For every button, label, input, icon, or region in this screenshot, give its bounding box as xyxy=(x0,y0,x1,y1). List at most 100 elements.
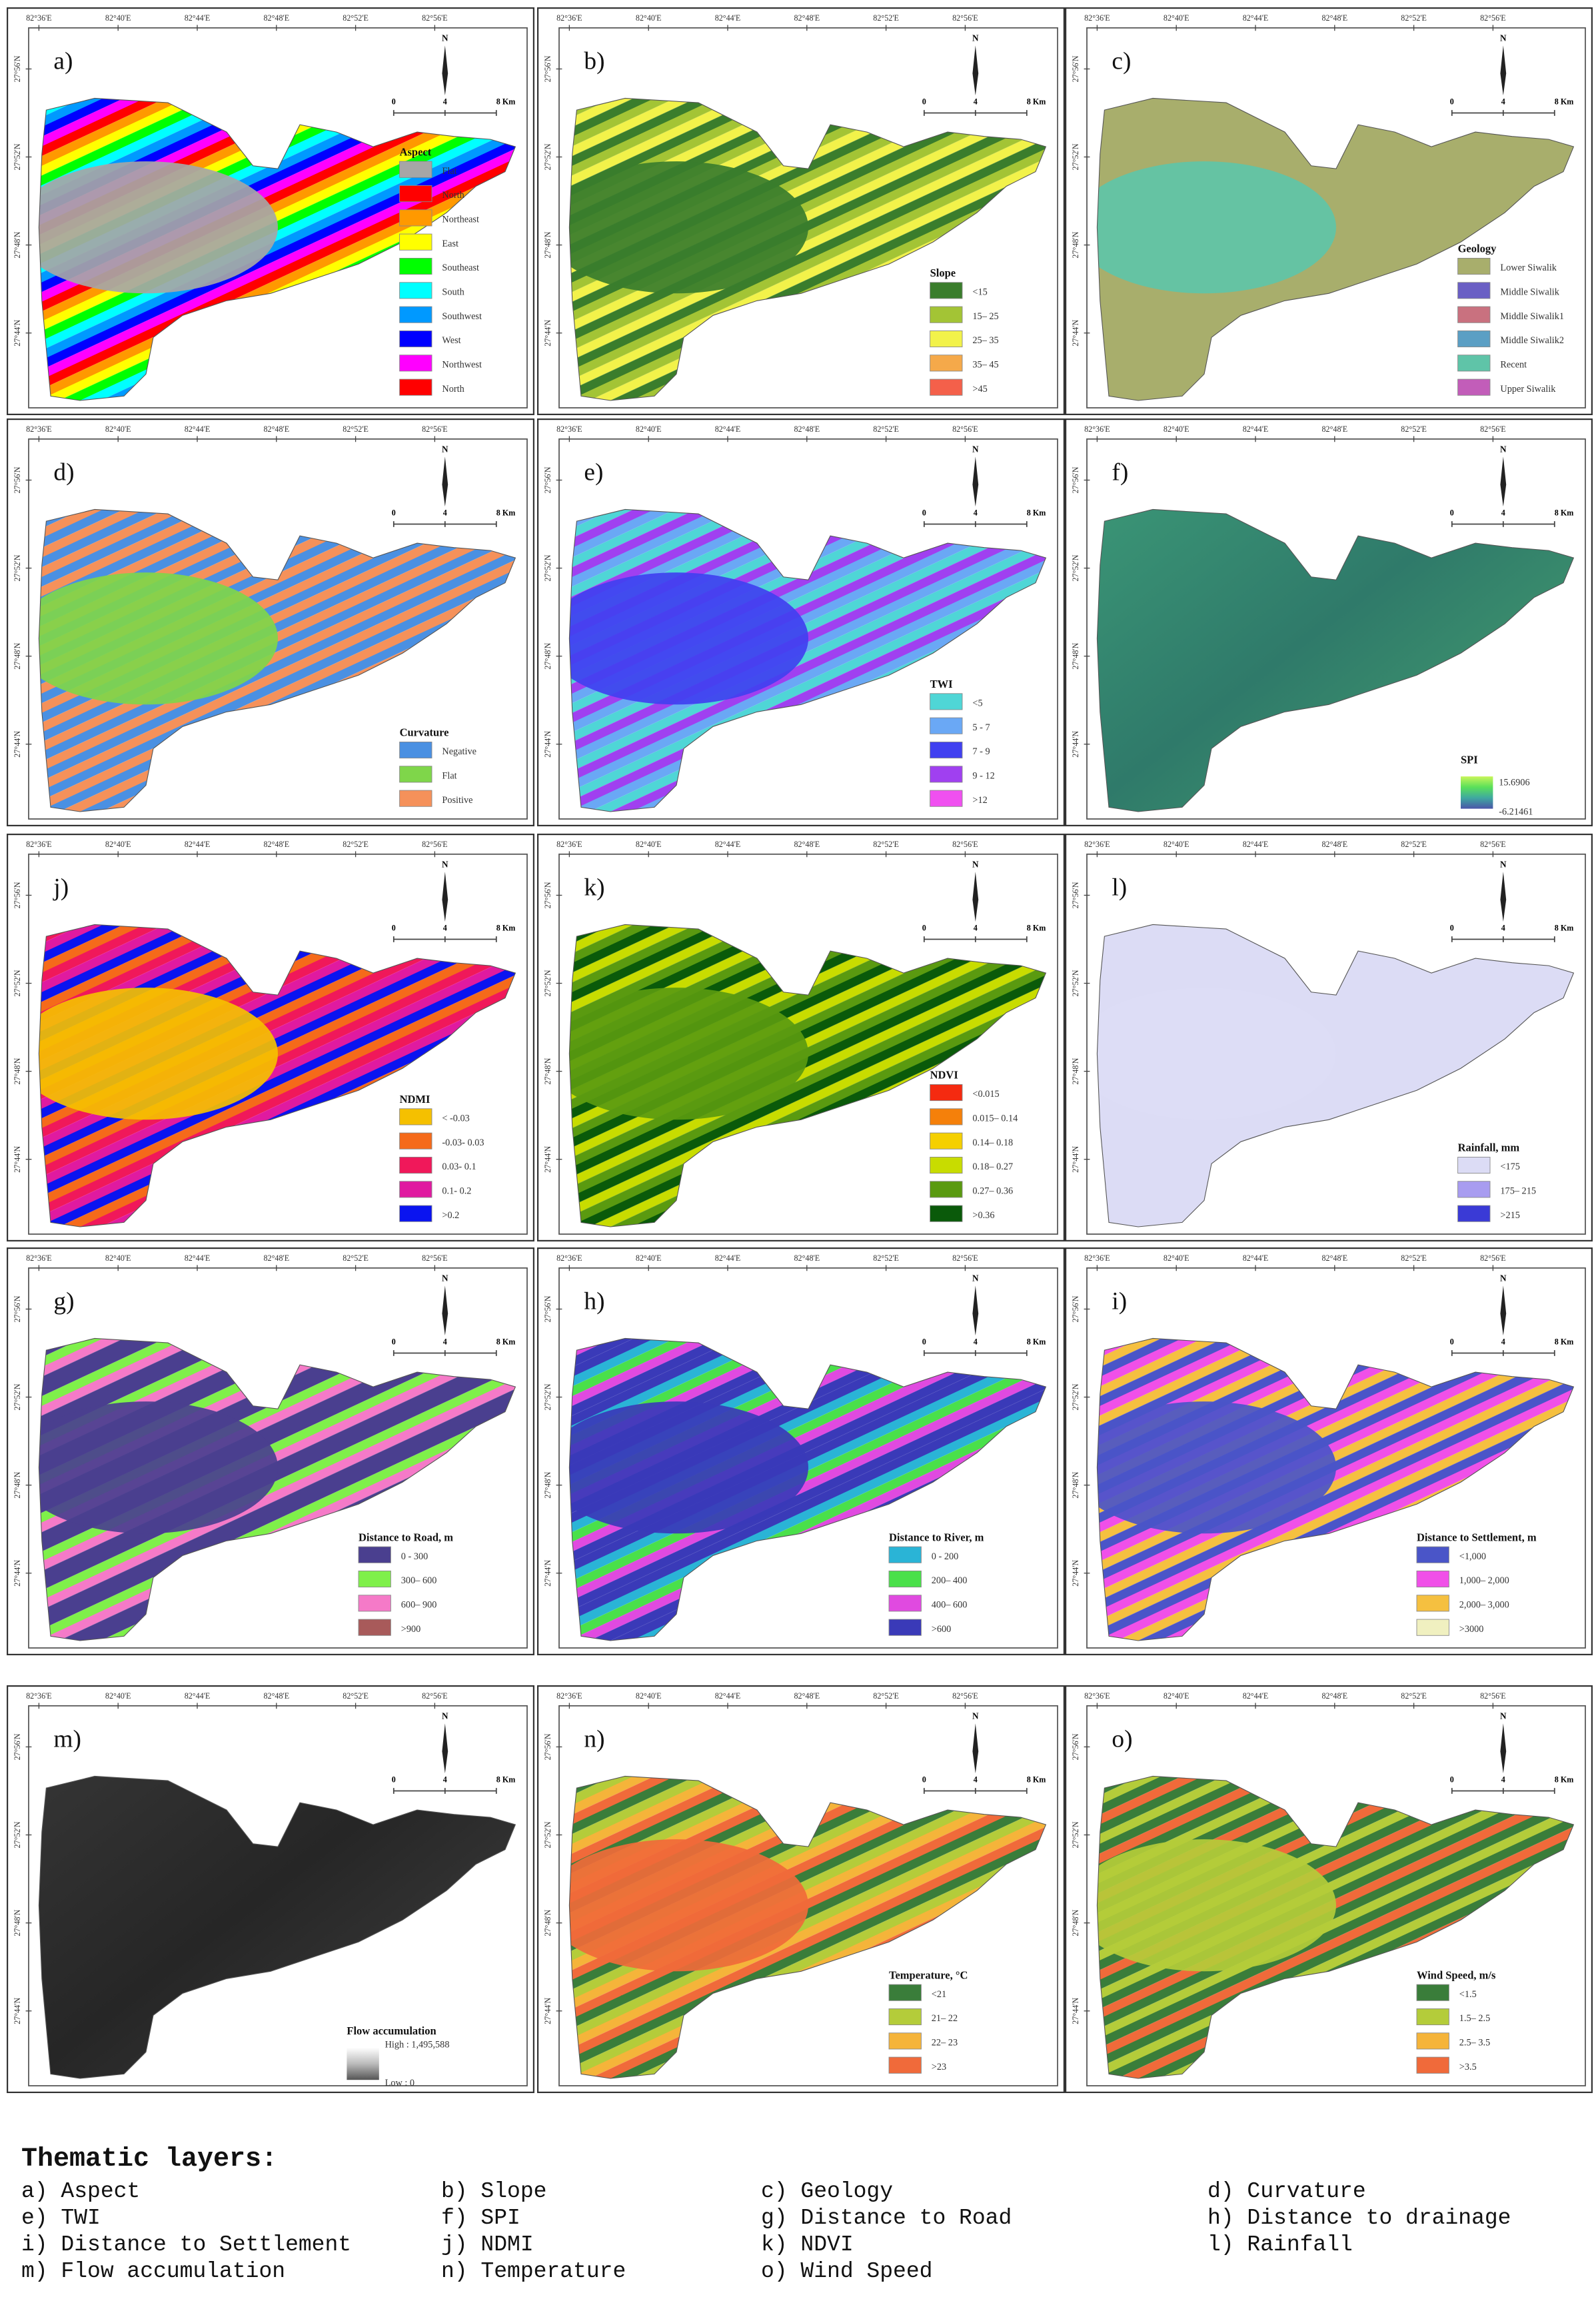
inner-frame xyxy=(558,438,1058,820)
lon-tick-label: 82°48'E xyxy=(1322,13,1348,23)
north-arrow-icon: N xyxy=(1500,1273,1507,1336)
lat-tick-label: 27°52'N xyxy=(13,554,22,581)
lat-tick-label: 27°44'N xyxy=(543,1146,552,1172)
legend-label: 175– 215 xyxy=(1500,1185,1536,1196)
lon-tick-label: 82°44'E xyxy=(185,424,211,434)
legend-label: East xyxy=(442,239,458,249)
legend-label: 22– 23 xyxy=(932,2037,958,2048)
lat-tick-label: 27°48'N xyxy=(543,1909,552,1936)
lon-tick-label: 82°52'E xyxy=(343,424,369,434)
lon-tick-label: 82°56'E xyxy=(1480,1253,1506,1263)
north-label: N xyxy=(1500,33,1507,43)
legend-swatch xyxy=(1416,1619,1449,1636)
lon-tick-label: 82°56'E xyxy=(422,1691,448,1701)
legend-swatch xyxy=(930,379,963,396)
lon-tick-label: 82°36'E xyxy=(26,424,52,434)
legend: Distance to Road, m 0 - 300 300– 600 600– 9… xyxy=(358,1531,453,1636)
lat-tick-label: 27°56'N xyxy=(13,466,22,493)
lon-tick-label: 82°44'E xyxy=(715,1691,741,1701)
scale-end: 8 Km xyxy=(496,508,516,517)
lat-tick-label: 27°56'N xyxy=(1071,466,1080,493)
lat-tick-label: 27°48'N xyxy=(543,231,552,258)
legend-swatch xyxy=(930,1205,963,1222)
lat-tick-label: 27°44'N xyxy=(1071,1997,1080,2024)
legend-label: <175 xyxy=(1500,1161,1520,1172)
scale-bar: 0 4 8 Km xyxy=(392,1775,515,1794)
legend-swatch xyxy=(1457,355,1491,372)
lon-tick-label: 82°40'E xyxy=(1164,13,1190,23)
caption-item: k) NDVI xyxy=(761,2232,854,2257)
legend-label: <21 xyxy=(932,1989,946,2000)
lon-tick-label: 82°48'E xyxy=(794,1691,820,1701)
north-arrow-icon: N xyxy=(1500,33,1507,96)
legend-label: Northwest xyxy=(442,359,482,370)
legend-label: Recent xyxy=(1500,359,1527,370)
north-arrow-icon: N xyxy=(442,33,448,96)
lon-tick-label: 82°52'E xyxy=(1401,13,1427,23)
scale-bar: 0 4 8 Km xyxy=(922,923,1046,942)
legend-label: North xyxy=(442,384,464,394)
lat-tick-label: 27°48'N xyxy=(1071,1058,1080,1084)
legend-label: West xyxy=(442,335,460,346)
north-label: N xyxy=(972,33,979,43)
lat-tick-label: 27°52'N xyxy=(1071,143,1080,170)
legend-label: >12 xyxy=(972,795,987,806)
lon-tick-label: 82°36'E xyxy=(1084,424,1110,434)
scale-mid: 4 xyxy=(974,97,978,106)
lat-tick-label: 27°52'N xyxy=(543,1821,552,1848)
legend-swatch xyxy=(399,233,432,251)
inner-frame xyxy=(558,27,1058,408)
legend-label: Middle Siwalik1 xyxy=(1500,311,1564,322)
lon-tick-label: 82°36'E xyxy=(1084,1691,1110,1701)
caption-item: i) Distance to Settlement xyxy=(21,2232,352,2257)
legend-swatch xyxy=(399,330,432,348)
legend-swatch xyxy=(399,355,432,372)
lat-tick-label: 27°56'N xyxy=(13,1733,22,1760)
lon-tick-label: 82°48'E xyxy=(1322,1253,1348,1263)
legend-title: NDMI xyxy=(400,1093,430,1106)
lat-tick-label: 27°52'N xyxy=(13,970,22,996)
panel-letter: h) xyxy=(584,1287,604,1315)
scale-end: 8 Km xyxy=(1027,508,1046,517)
lon-tick-label: 82°44'E xyxy=(1243,840,1269,849)
scale-zero: 0 xyxy=(392,1337,396,1346)
legend-swatch xyxy=(399,282,432,299)
inner-frame xyxy=(28,27,528,408)
north-arrow-icon: N xyxy=(1500,860,1507,922)
legend-label: Middle Siwalik xyxy=(1500,287,1559,297)
legend-label: 400– 600 xyxy=(932,1599,968,1610)
lon-tick-label: 82°36'E xyxy=(556,1253,582,1263)
legend-label: <0.015 xyxy=(972,1089,999,1100)
scale-end: 8 Km xyxy=(1555,923,1574,932)
legend-swatch xyxy=(1416,1570,1449,1588)
caption-item: h) Distance to drainage xyxy=(1207,2206,1511,2230)
lon-tick-label: 82°56'E xyxy=(1480,1691,1506,1701)
legend: Flow accumulation High : 1,495,588 Low : 0 xyxy=(347,2024,449,2088)
legend-swatch xyxy=(930,1132,963,1150)
scale-bar: 0 4 8 Km xyxy=(922,1337,1046,1356)
legend-label: Flat xyxy=(442,770,456,781)
legend: Aspect Flat North Northeast East Southeast Sou… xyxy=(399,145,482,396)
lon-tick-label: 82°56'E xyxy=(422,13,448,23)
lat-tick-label: 27°56'N xyxy=(13,882,22,908)
scale-zero: 0 xyxy=(392,1775,396,1784)
legend-swatch xyxy=(358,1595,391,1612)
map-panel-j: 82°36'E 82°40'E 82°44'E 82°48'E 82°52'E 82°56… xyxy=(7,834,534,1241)
lat-tick-label: 27°52'N xyxy=(1071,1821,1080,1848)
lon-tick-label: 82°56'E xyxy=(952,424,978,434)
north-arrow-icon: N xyxy=(972,1273,979,1336)
scale-bar: 0 4 8 Km xyxy=(922,1775,1046,1794)
lon-tick-label: 82°44'E xyxy=(715,13,741,23)
legend-swatch xyxy=(1416,1984,1449,2001)
lon-tick-label: 82°52'E xyxy=(1401,840,1427,849)
lon-tick-label: 82°40'E xyxy=(636,424,662,434)
lat-tick-label: 27°44'N xyxy=(13,1559,22,1586)
caption-item: b) Slope xyxy=(441,2179,547,2204)
lon-tick-label: 82°36'E xyxy=(1084,840,1110,849)
lat-tick-label: 27°44'N xyxy=(1071,1146,1080,1172)
panel-letter: d) xyxy=(53,458,74,486)
legend: Distance to Settlement, m <1,000 1,000– 2,… xyxy=(1416,1531,1537,1636)
legend-swatch xyxy=(1457,1205,1491,1222)
lon-tick-label: 82°56'E xyxy=(952,1253,978,1263)
lon-tick-label: 82°36'E xyxy=(556,13,582,23)
